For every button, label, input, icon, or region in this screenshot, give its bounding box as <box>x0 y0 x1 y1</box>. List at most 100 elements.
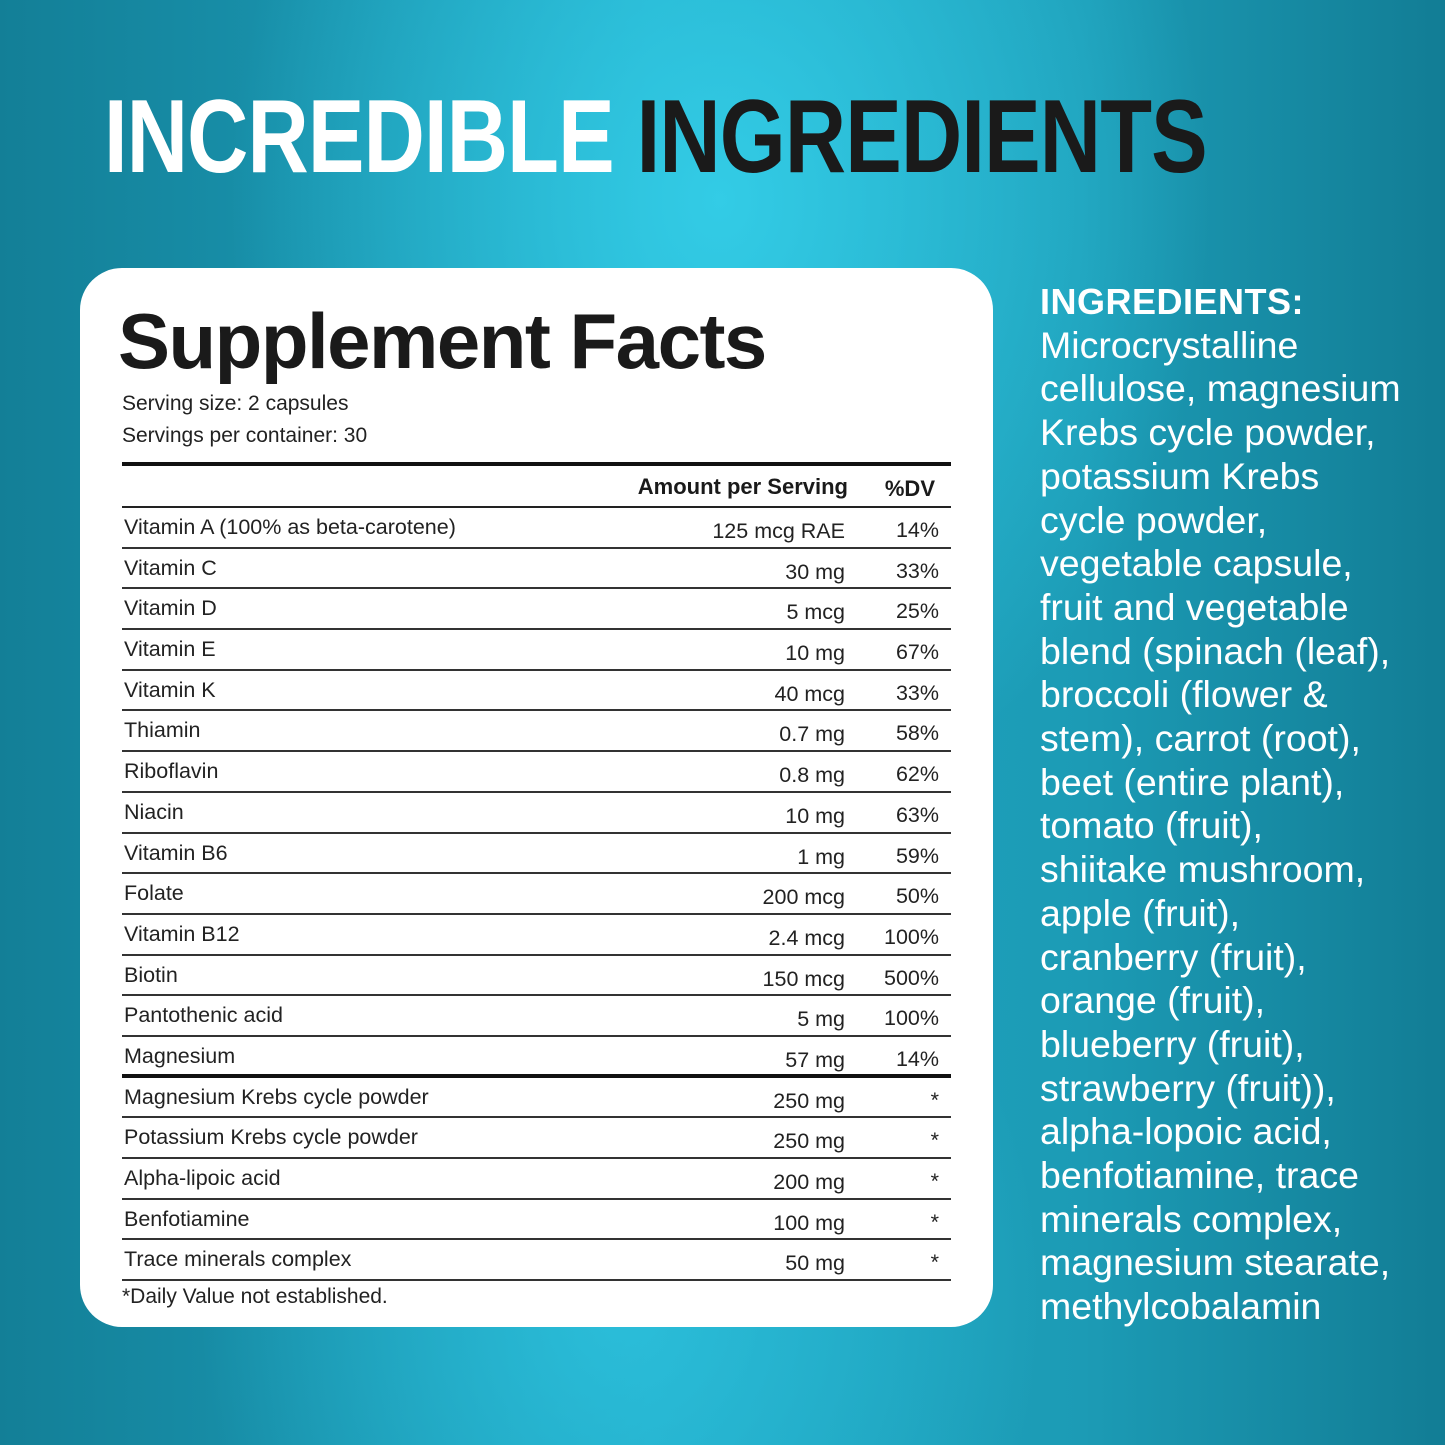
table-row: Magnesium 57 mg 14% <box>122 1037 951 1078</box>
table-header: Amount per Serving %DV <box>122 462 951 508</box>
nutrient-name: Riboflavin <box>124 759 219 784</box>
table-row: Vitamin B6 1 mg 59% <box>122 834 951 875</box>
nutrient-name: Benfotiamine <box>124 1206 250 1231</box>
table-row: Riboflavin 0.8 mg 62% <box>122 752 951 793</box>
nutrient-name: Vitamin C <box>124 555 217 580</box>
daily-value: 100% <box>884 1006 939 1031</box>
ingredients-line: Microcrystalline <box>1040 323 1299 366</box>
facts-title: Supplement Facts <box>118 297 767 385</box>
ingredients-text: Microcrystalline cellulose, magnesium Kreb… <box>1040 324 1401 1329</box>
nutrient-name: Alpha-lipoic acid <box>124 1166 281 1190</box>
dv-column-header: %DV <box>884 476 935 501</box>
table-row: Biotin 150 mcg 500% <box>122 956 951 997</box>
daily-value: 62% <box>895 762 939 787</box>
nutrient-name: Vitamin K <box>124 677 216 702</box>
table-row: Folate 200 mcg 50% <box>122 874 951 915</box>
headline-part-1: INCREDIBLE <box>104 79 615 195</box>
daily-value: 100% <box>884 924 939 949</box>
nutrient-name: Vitamin D <box>124 596 217 621</box>
supplement-facts-panel: Supplement Facts Serving size: 2 capsule… <box>80 268 993 1327</box>
nutrient-name: Biotin <box>124 962 178 987</box>
headline-part-2: INGREDIENTS <box>636 79 1208 195</box>
amount-value: 125 mcg RAE <box>712 519 845 543</box>
ingredients-line: blend (spinach (leaf), <box>1040 629 1391 672</box>
table-body: Vitamin A (100% as beta-carotene) 125 mcg… <box>122 508 951 1282</box>
servings-per-container: Servings per container: 30 <box>122 424 368 447</box>
ingredients-line: stem), carrot (root), <box>1040 717 1361 760</box>
daily-value: 14% <box>895 1046 939 1071</box>
daily-value: 14% <box>895 518 939 542</box>
amount-value: 40 mcg <box>774 681 845 706</box>
amount-value: 200 mg <box>773 1170 845 1194</box>
ingredients-line: vegetable capsule, <box>1040 542 1353 585</box>
amount-value: 1 mg <box>797 844 845 869</box>
ingredients-line: benfotiamine, trace <box>1040 1154 1359 1197</box>
daily-value: * <box>930 1169 939 1193</box>
ingredients-line: cellulose, magnesium <box>1040 367 1401 410</box>
ingredients-heading: INGREDIENTS: <box>1040 281 1305 322</box>
table-row: Vitamin B12 2.4 mcg 100% <box>122 915 951 956</box>
serving-size: Serving size: 2 capsules <box>122 392 349 415</box>
table-row: Vitamin K 40 mcg 33% <box>122 671 951 712</box>
ingredients-list: INGREDIENTS: Microcrystalline cellulose, … <box>1040 280 1401 1329</box>
daily-value: 67% <box>895 640 939 665</box>
daily-value: 33% <box>895 558 939 583</box>
nutrient-name: Folate <box>124 881 184 906</box>
daily-value: 59% <box>895 843 939 868</box>
nutrient-name: Pantothenic acid <box>124 1003 283 1028</box>
amount-value: 50 mg <box>785 1251 845 1276</box>
amount-value: 0.7 mg <box>779 722 845 747</box>
ingredients-line: strawberry (fruit)), <box>1040 1066 1336 1109</box>
nutrient-name: Trace minerals complex <box>124 1247 352 1272</box>
daily-value: 25% <box>895 599 939 624</box>
amount-column-header: Amount per Serving <box>637 474 848 499</box>
amount-value: 0.8 mg <box>779 763 845 788</box>
nutrient-name: Magnesium Krebs cycle powder <box>124 1084 429 1109</box>
table-row: Trace minerals complex 50 mg * <box>122 1240 951 1282</box>
amount-value: 200 mcg <box>762 885 845 910</box>
table-row: Vitamin A (100% as beta-carotene) 125 mcg… <box>122 508 951 549</box>
amount-value: 250 mg <box>773 1088 845 1113</box>
nutrient-name: Vitamin B6 <box>124 840 228 865</box>
table-row: Alpha-lipoic acid 200 mg * <box>122 1159 951 1200</box>
ingredients-line: shiitake mushroom, <box>1040 848 1366 891</box>
amount-value: 150 mcg <box>762 966 845 991</box>
table-row: Magnesium Krebs cycle powder 250 mg * <box>122 1078 951 1119</box>
ingredients-line: fruit and vegetable <box>1040 585 1349 628</box>
nutrient-name: Niacin <box>124 799 184 824</box>
nutrient-name: Vitamin E <box>124 637 216 662</box>
ingredients-line: magnesium stearate, <box>1040 1241 1391 1284</box>
ingredients-line: orange (fruit), <box>1040 979 1266 1022</box>
ingredients-line: tomato (fruit), <box>1040 804 1263 847</box>
table-row: Benfotiamine 100 mg * <box>122 1200 951 1241</box>
headline: INCREDIBLE INGREDIENTS <box>104 79 1208 195</box>
daily-value: 33% <box>895 680 939 705</box>
amount-value: 5 mg <box>797 1007 845 1032</box>
nutrient-name: Thiamin <box>124 718 201 743</box>
daily-value: 58% <box>895 721 939 746</box>
daily-value: * <box>930 1209 939 1234</box>
ingredients-line: broccoli (flower & <box>1040 673 1328 716</box>
table-row: Vitamin E 10 mg 67% <box>122 630 951 671</box>
nutrient-name: Vitamin A (100% as beta-carotene) <box>124 515 456 539</box>
ingredients-line: Krebs cycle powder, <box>1040 411 1376 454</box>
amount-value: 30 mg <box>785 559 845 584</box>
ingredients-line: apple (fruit), <box>1040 891 1241 934</box>
daily-value: * <box>930 1087 939 1112</box>
ingredients-line: minerals complex, <box>1040 1197 1343 1240</box>
table-row: Niacin 10 mg 63% <box>122 793 951 834</box>
daily-value: * <box>930 1250 939 1275</box>
amount-value: 57 mg <box>785 1047 845 1072</box>
ingredients-line: blueberry (fruit), <box>1040 1022 1305 1065</box>
daily-value: 50% <box>895 884 939 909</box>
ingredients-line: potassium Krebs <box>1040 454 1320 497</box>
ingredients-line: cranberry (fruit), <box>1040 935 1307 978</box>
ingredients-line: beet (entire plant), <box>1040 760 1345 803</box>
amount-value: 250 mg <box>773 1129 845 1154</box>
ingredients-line: cycle powder, <box>1040 498 1268 541</box>
table-row: Vitamin C 30 mg 33% <box>122 549 951 590</box>
facts-table: Amount per Serving %DV Vitamin A (100% a… <box>122 462 951 1282</box>
amount-value: 2.4 mcg <box>768 925 845 950</box>
nutrient-name: Vitamin B12 <box>124 921 240 946</box>
table-row: Thiamin 0.7 mg 58% <box>122 711 951 753</box>
